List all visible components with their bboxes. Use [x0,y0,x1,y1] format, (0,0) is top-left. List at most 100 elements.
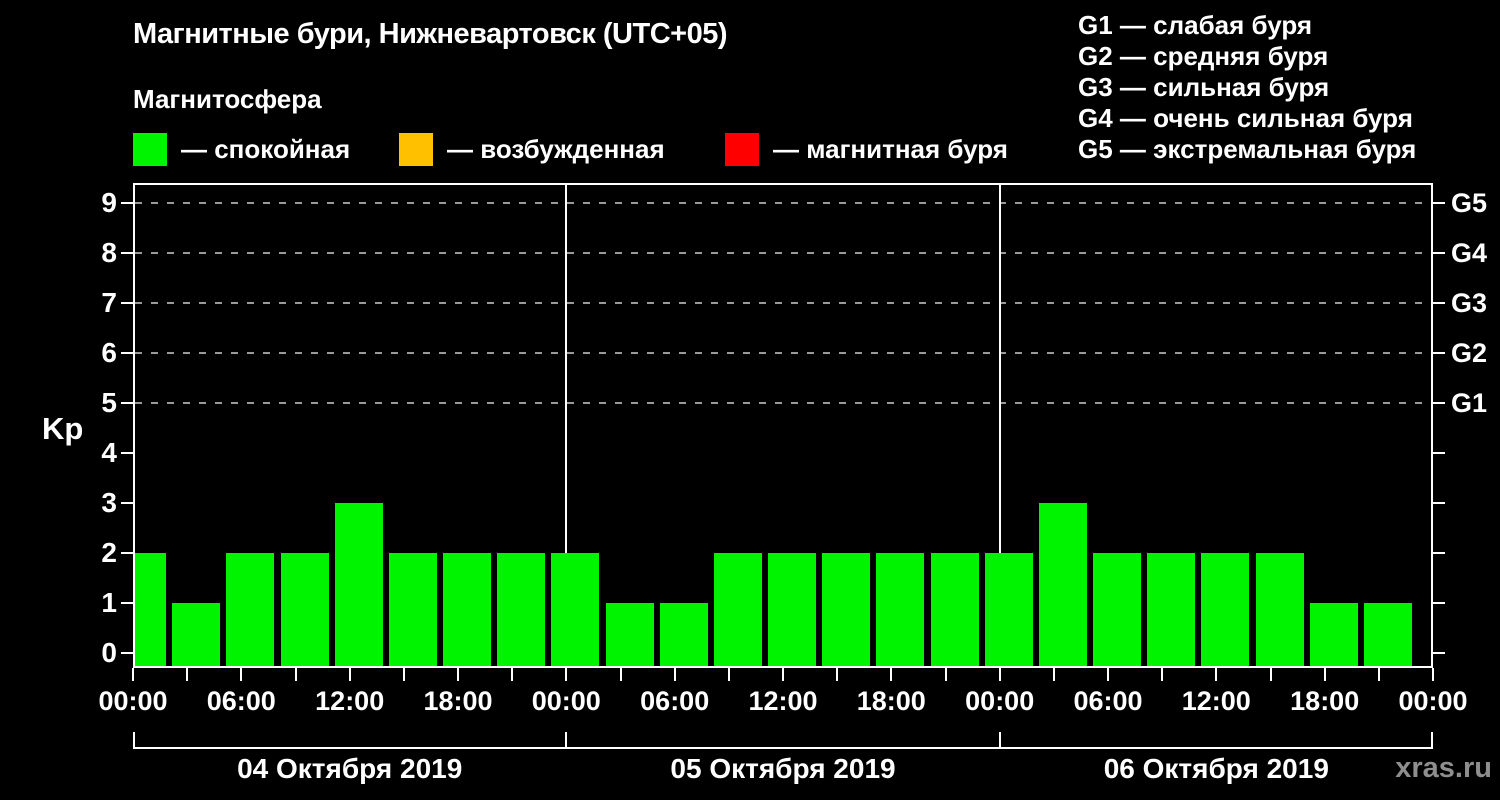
x-tick-label: 00:00 [1398,686,1468,716]
y-axis-tick [121,602,133,604]
y-tick-label: 2 [101,537,117,568]
g-level-label: G1 [1451,388,1488,418]
y-axis-tick [121,352,133,354]
y-axis-label: Kp [42,411,84,446]
kp-bar [822,553,871,666]
page-title: Магнитные бури, Нижневартовск (UTC+05) [133,18,728,50]
storm-scale-line: G1 — слабая буря [1078,10,1313,40]
kp-bar [984,553,1033,666]
x-axis-tick [782,668,784,681]
y-tick-label: 0 [101,637,117,668]
x-axis-tick [1215,668,1218,681]
x-axis-tick [348,668,351,681]
x-axis-tick [673,668,676,681]
y-axis-tick [1433,552,1445,554]
excited-swatch-icon [399,133,433,166]
x-tick-label: 00:00 [531,686,601,716]
kp-bar [1093,553,1141,666]
storm-scale-line: G2 — средняя буря [1078,41,1329,71]
y-axis-tick [121,552,133,554]
kp-bar [280,553,329,666]
date-label: 06 Октября 2019 [1103,753,1329,784]
x-tick-label: 18:00 [423,686,493,716]
x-axis-tick [619,668,622,681]
kp-bar [876,553,925,666]
storm-scale-legend: G1 — слабая буря G2 — средняя буря G3 — си… [1078,10,1416,165]
x-tick-label: 06:00 [640,686,710,716]
x-tick-label: 00:00 [98,686,168,716]
x-tick-label: 12:00 [1181,686,1251,716]
kp-bar [605,603,654,666]
y-axis-tick [121,502,133,504]
x-axis-tick [1052,668,1055,681]
x-tick-label: 18:00 [1290,686,1360,716]
gridline [135,402,1431,404]
day-separator-line [565,185,568,666]
g-level-label: G4 [1451,238,1488,268]
kp-bar [172,603,221,666]
g-level-label: G2 [1451,338,1488,368]
quiet-swatch-icon [133,133,167,166]
y-axis-tick [121,402,133,404]
x-axis-tick [944,668,947,681]
x-axis-tick [1323,668,1326,681]
x-axis-tick [1161,668,1164,681]
y-tick-label: 4 [101,437,117,468]
legend-label-quiet: — спокойная [181,134,351,164]
y-axis-tick [121,652,133,654]
y-axis-tick [1433,602,1445,604]
chart-subtitle: Магнитосфера [133,84,322,114]
x-axis-tick [890,668,893,681]
y-axis-tick [1433,352,1445,354]
kp-bar [1309,603,1358,666]
x-tick-label: 12:00 [315,686,385,716]
date-label: 04 Октября 2019 [237,753,463,784]
x-tick-label: 18:00 [856,686,926,716]
kp-bar [135,553,166,666]
y-axis-tick [1433,302,1445,304]
y-tick-label: 7 [101,287,117,318]
legend-item-quiet: — спокойная [133,133,350,166]
x-axis-tick [1269,668,1272,681]
g-level-label: G5 [1451,188,1488,218]
kp-bar [1255,553,1304,666]
y-tick-label: 6 [101,337,117,368]
legend-label-storm: — магнитная буря [773,134,1008,164]
y-axis-tick [121,202,133,204]
watermark: xras.ru [1395,752,1492,784]
date-label: 05 Октября 2019 [670,753,896,784]
y-axis-tick [1433,252,1445,254]
gridline [135,202,1431,204]
storm-scale-line: G5 — экстремальная буря [1078,134,1417,164]
kp-bar [930,553,979,666]
kp-bar [659,603,708,666]
y-axis-tick [1433,452,1445,454]
legend-item-excited: — возбужденная [399,133,665,166]
x-axis-tick [998,668,1001,681]
kp-bar [443,553,491,666]
x-axis-tick [457,668,459,681]
y-tick-label: 9 [101,187,117,218]
day-separator-line [998,185,1001,666]
x-axis-tick [1432,668,1434,681]
kp-bar [388,553,437,666]
x-axis-tick [132,668,134,681]
x-axis-tick [511,668,514,681]
kp-bar [226,553,275,666]
date-bracket-tick [133,732,135,749]
kp-bar [1038,503,1087,666]
x-tick-label: 12:00 [748,686,818,716]
x-tick-label: 06:00 [1073,686,1143,716]
storm-swatch-icon [725,133,759,166]
kp-bar [1363,603,1412,666]
x-axis-tick [836,668,839,681]
kp-bar [713,553,762,666]
x-axis-tick [565,668,568,681]
y-axis-tick [1433,402,1445,404]
date-bracket-tick [1431,732,1433,749]
kp-bar [1147,553,1196,666]
storm-scale-line: G3 — сильная буря [1078,72,1330,102]
g-level-label: G3 [1451,288,1488,318]
